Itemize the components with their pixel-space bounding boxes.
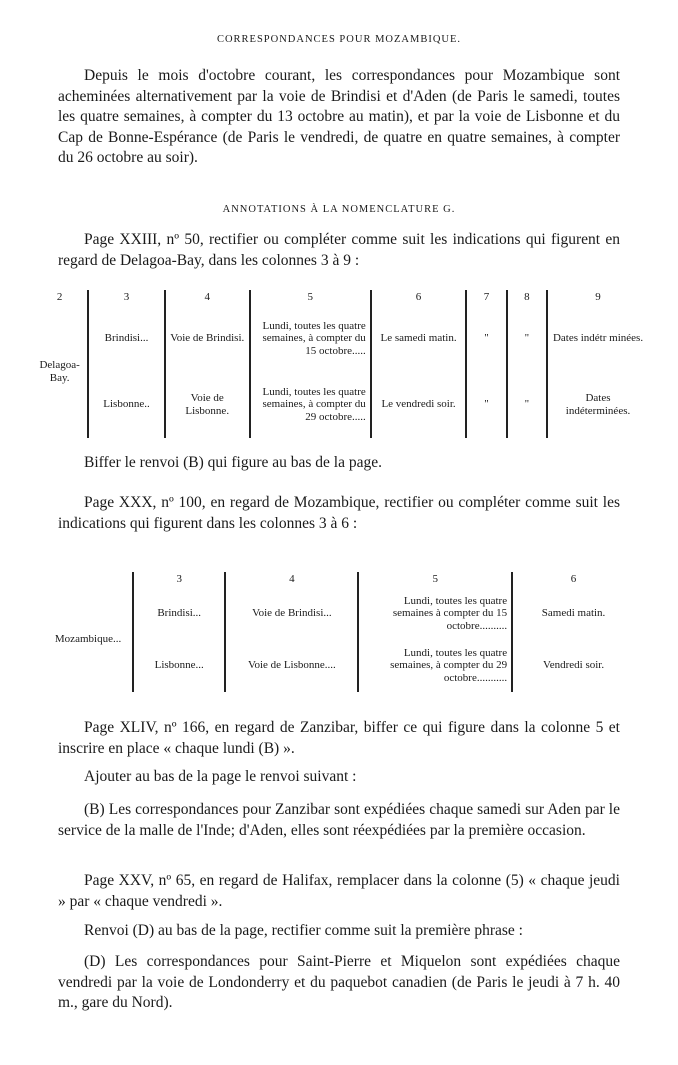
cell: Le vendredi soir.: [369, 371, 467, 438]
table-row: Mozambique... Brindisi... Voie de Brindi…: [44, 587, 634, 645]
cell: ": [505, 371, 548, 438]
paragraph-ajouter: Ajouter au bas de la page le renvoi suiv…: [84, 768, 357, 785]
col-header: 3: [132, 572, 226, 588]
cell: Samedi matin.: [511, 587, 634, 640]
col-header: 2: [56, 291, 63, 303]
paragraph-mozambique: Depuis le mois d'octobre courant, les co…: [58, 67, 620, 166]
table-delagoa-bay: 2 3 4 5 6 7 8 9 Delagoa-Bay. Brindisi...…: [32, 290, 648, 438]
place-cell: Delagoa-Bay.: [39, 359, 80, 384]
paragraph-renvoi-b: (B) Les correspondances pour Zanzibar so…: [58, 801, 620, 839]
paragraph-renvoi-d: Renvoi (D) au bas de la page, rectifier …: [84, 922, 523, 939]
table-mozambique: 3 4 5 6 Mozambique... Brindisi... Voie d…: [44, 572, 634, 692]
cell: Lisbonne..: [87, 371, 165, 438]
cell: Lundi, toutes les quatre semaines, à com…: [248, 305, 371, 372]
cell: Lundi, toutes les quatre semaines à comp…: [357, 587, 513, 640]
cell: Voie de Brindisi...: [224, 587, 359, 640]
cell: Voie de Lisbonne....: [224, 639, 359, 692]
table-row: Lisbonne.. Voie de Lisbonne. Lundi, tout…: [32, 371, 648, 438]
col-header: 4: [224, 572, 359, 588]
cell: ": [465, 371, 507, 438]
cell: Dates indétr minées.: [546, 305, 648, 372]
cell: Vendredi soir.: [511, 639, 634, 692]
col-header: 3: [87, 290, 165, 306]
cell: Brindisi...: [132, 587, 226, 640]
col-header: 6: [369, 290, 467, 306]
cell: Dates indéterminées.: [546, 371, 648, 438]
col-header: 9: [546, 290, 648, 306]
paragraph-saint-pierre: (D) Les correspondances pour Saint-Pierr…: [58, 953, 620, 1011]
cell: Voie de Brindisi.: [163, 305, 250, 372]
paragraph-biffer: Biffer le renvoi (B) qui figure au bas d…: [84, 454, 382, 471]
cell: Voie de Lisbonne.: [163, 371, 250, 438]
place-cell: Mozambique...: [54, 633, 122, 646]
cell: ": [505, 305, 548, 372]
table-row: Lisbonne... Voie de Lisbonne.... Lundi, …: [44, 639, 634, 692]
cell: Brindisi...: [87, 305, 165, 372]
section-heading: Annotations à la nomenclature G.: [222, 204, 456, 215]
col-header: 4: [163, 290, 250, 306]
paragraph-page-xliv: Page XLIV, nº 166, en regard de Zanzibar…: [58, 719, 620, 757]
cell: Lundi, toutes les quatre semaines, à com…: [248, 371, 371, 438]
col-header: 8: [505, 290, 548, 306]
col-header: 5: [357, 572, 513, 588]
paragraph-page-xxx: Page XXX, nº 100, en regard de Mozambiqu…: [58, 494, 620, 532]
cell: ": [465, 305, 507, 372]
paragraph-page-xxv: Page XXV, nº 65, en regard de Halifax, r…: [58, 872, 620, 910]
cell: Lundi, toutes les quatre semaines, à com…: [357, 639, 513, 692]
cell: Le samedi matin.: [369, 305, 467, 372]
table-row: Delagoa-Bay. Brindisi... Voie de Brindis…: [32, 305, 648, 384]
paragraph-page-xxiii: Page XXIII, nº 50, rectifier ou compléte…: [58, 231, 620, 269]
col-header: 6: [511, 572, 634, 588]
col-header: 7: [465, 290, 507, 306]
cell: Lisbonne...: [132, 639, 226, 692]
page-header: Correspondances pour Mozambique.: [216, 34, 462, 45]
col-header: 5: [248, 290, 371, 306]
